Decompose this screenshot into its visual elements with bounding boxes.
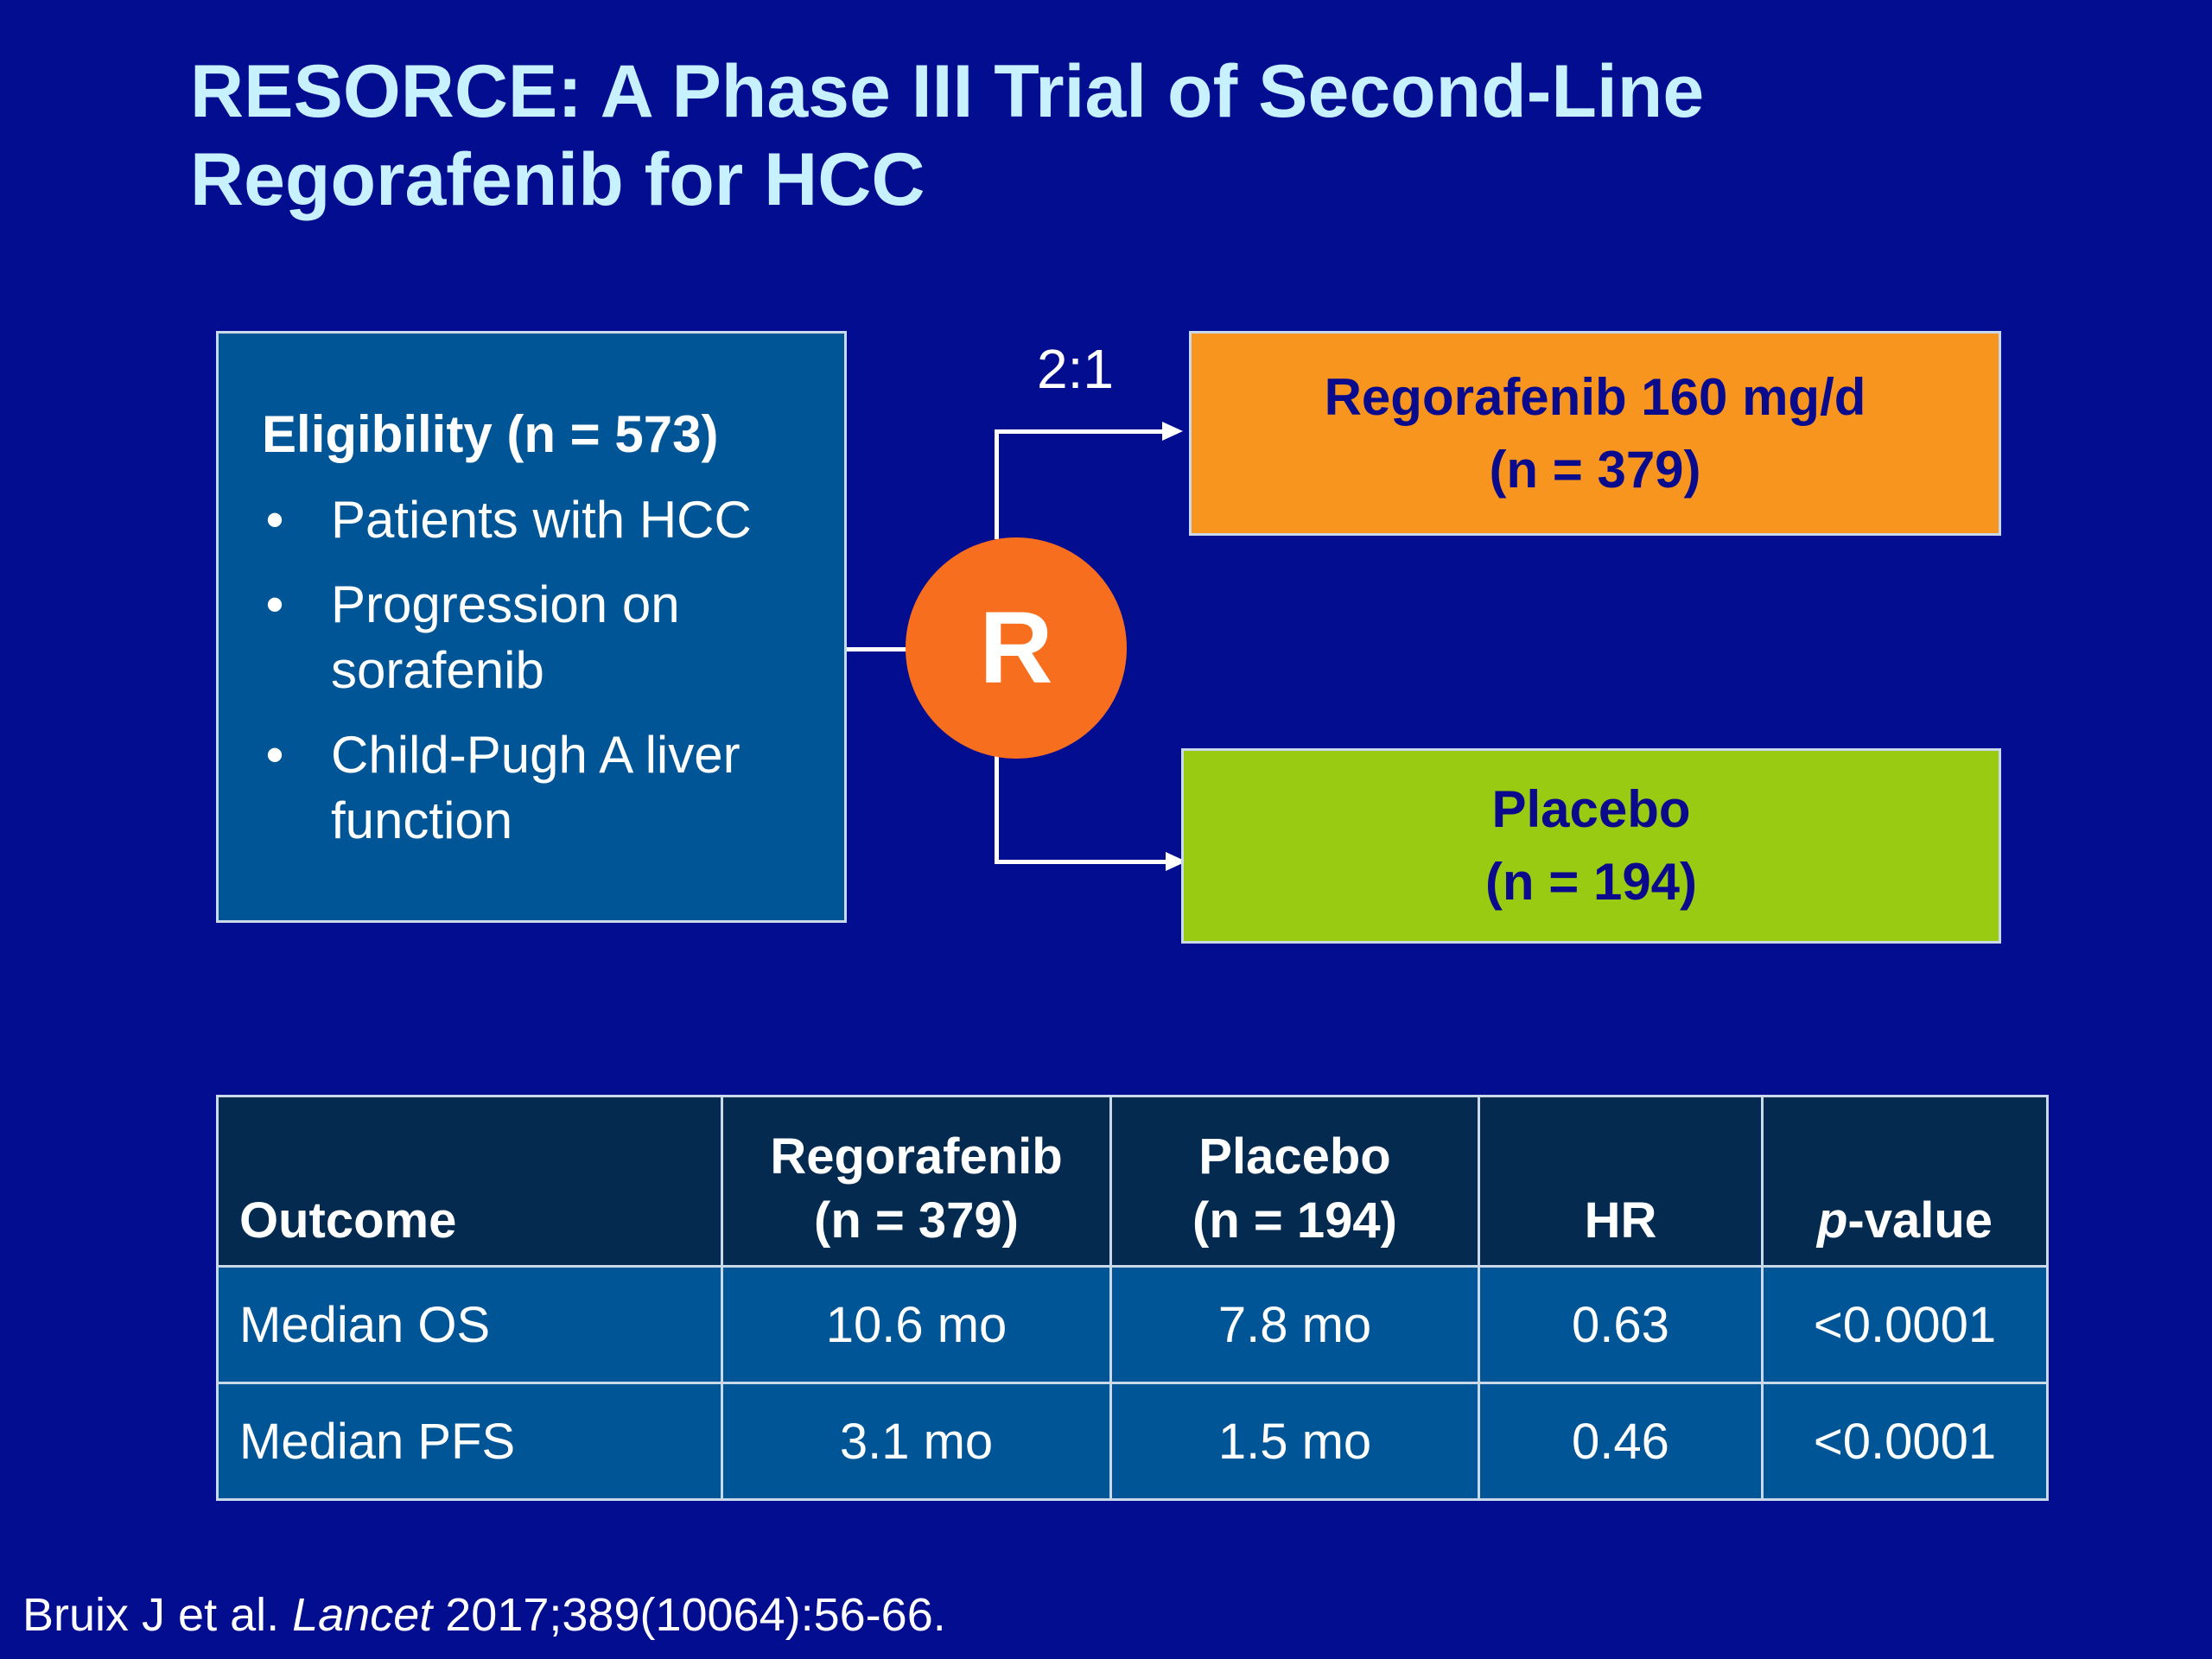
randomization-circle: R	[906, 537, 1127, 759]
connector-upper-horizontal	[995, 429, 1164, 434]
eligibility-list: • Patients with HCC • Progression on sor…	[262, 487, 810, 854]
regorafenib-arm-label: Regorafenib 160 mg/d	[1324, 367, 1866, 426]
placebo-arm-box: Placebo (n = 194)	[1181, 748, 2001, 944]
eligibility-item: • Patients with HCC	[262, 487, 810, 553]
slide-title-line-1: RESORCE: A Phase III Trial of Second-Lin…	[190, 50, 1705, 133]
eligibility-item-text: Patients with HCC	[331, 491, 752, 549]
placebo-arm-n: (n = 194)	[1484, 853, 1698, 911]
header-placebo-n: (n = 194)	[1192, 1192, 1397, 1249]
connector-lower-vertical	[995, 755, 999, 863]
connector-upper-vertical	[995, 432, 999, 539]
bullet-icon: •	[265, 726, 284, 784]
header-regorafenib-n: (n = 379)	[814, 1192, 1019, 1249]
header-outcome: Outcome	[216, 1095, 723, 1268]
table-row: Median PFS 3.1 mo 1.5 mo 0.46 <0.0001	[216, 1382, 2049, 1501]
header-regorafenib: Regorafenib (n = 379)	[721, 1095, 1112, 1268]
header-hr: HR	[1478, 1095, 1764, 1268]
cell-p-value: <0.0001	[1761, 1382, 2049, 1501]
table-row: Median OS 10.6 mo 7.8 mo 0.63 <0.0001	[216, 1265, 2049, 1384]
eligibility-item-text: Child-Pugh A liver function	[331, 726, 741, 849]
cell-hr: 0.46	[1478, 1382, 1764, 1501]
header-p-value: p-value	[1761, 1095, 2049, 1268]
citation-authors: Bruix J et al.	[22, 1589, 293, 1641]
cell-p-value: <0.0001	[1761, 1265, 2049, 1384]
cell-outcome: Median OS	[216, 1265, 723, 1384]
header-placebo: Placebo (n = 194)	[1109, 1095, 1480, 1268]
citation-details: 2017;389(10064):56-66.	[432, 1589, 946, 1641]
cell-placebo: 1.5 mo	[1109, 1382, 1480, 1501]
eligibility-item: • Child-Pugh A liver function	[262, 722, 810, 854]
header-regorafenib-name: Regorafenib	[770, 1128, 1063, 1185]
eligibility-item: • Progression on sorafenib	[262, 572, 810, 703]
outcomes-table: Outcome Regorafenib (n = 379) Placebo (n…	[216, 1095, 2049, 1501]
eligibility-item-text: Progression on sorafenib	[331, 575, 680, 699]
slide-title: RESORCE: A Phase III Trial of Second-Lin…	[190, 48, 2091, 224]
bullet-icon: •	[265, 575, 284, 633]
bullet-icon: •	[265, 491, 284, 549]
cell-regorafenib: 3.1 mo	[721, 1382, 1112, 1501]
table-header-row: Outcome Regorafenib (n = 379) Placebo (n…	[216, 1095, 2049, 1268]
cell-hr: 0.63	[1478, 1265, 1764, 1384]
connector-eligibility-to-randomization	[847, 647, 907, 652]
regorafenib-arm-n: (n = 379)	[1489, 440, 1701, 499]
header-p-letter: p	[1816, 1192, 1848, 1249]
randomization-ratio: 2:1	[1037, 338, 1114, 400]
eligibility-heading: Eligibility (n = 573)	[262, 405, 719, 463]
arrow-to-regorafenib-icon	[1162, 422, 1183, 441]
header-p-suffix: -value	[1847, 1192, 1993, 1249]
cell-regorafenib: 10.6 mo	[721, 1265, 1112, 1384]
citation: Bruix J et al. Lancet 2017;389(10064):56…	[22, 1588, 946, 1642]
eligibility-box: Eligibility (n = 573) • Patients with HC…	[216, 331, 847, 923]
regorafenib-arm-box: Regorafenib 160 mg/d (n = 379)	[1189, 331, 2001, 536]
header-placebo-name: Placebo	[1198, 1128, 1391, 1185]
citation-journal: Lancet	[292, 1589, 433, 1641]
connector-lower-horizontal	[995, 860, 1167, 864]
cell-placebo: 7.8 mo	[1109, 1265, 1480, 1384]
cell-outcome: Median PFS	[216, 1382, 723, 1501]
randomization-symbol: R	[979, 591, 1053, 705]
slide-title-line-2: Regorafenib for HCC	[190, 138, 925, 221]
placebo-arm-label: Placebo	[1491, 780, 1691, 838]
